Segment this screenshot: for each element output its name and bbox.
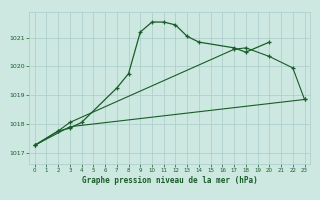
X-axis label: Graphe pression niveau de la mer (hPa): Graphe pression niveau de la mer (hPa) (82, 176, 258, 185)
